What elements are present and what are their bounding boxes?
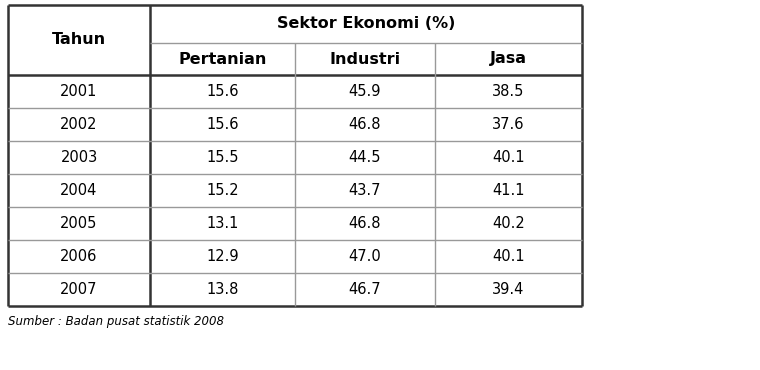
Text: 47.0: 47.0	[349, 249, 382, 264]
Text: 39.4: 39.4	[492, 282, 524, 297]
Text: 44.5: 44.5	[349, 150, 382, 165]
Text: 15.5: 15.5	[206, 150, 239, 165]
Text: 15.6: 15.6	[206, 84, 239, 99]
Text: 40.2: 40.2	[492, 216, 525, 231]
Text: 13.1: 13.1	[206, 216, 239, 231]
Text: 46.7: 46.7	[349, 282, 382, 297]
Text: Sektor Ekonomi (%): Sektor Ekonomi (%)	[277, 17, 455, 31]
Text: 37.6: 37.6	[492, 117, 524, 132]
Text: 2006: 2006	[60, 249, 98, 264]
Text: 43.7: 43.7	[349, 183, 382, 198]
Text: 38.5: 38.5	[492, 84, 524, 99]
Text: 40.1: 40.1	[492, 150, 525, 165]
Text: Pertanian: Pertanian	[179, 51, 267, 67]
Text: Tahun: Tahun	[52, 33, 106, 47]
Text: 2004: 2004	[60, 183, 98, 198]
Text: 40.1: 40.1	[492, 249, 525, 264]
Text: 15.2: 15.2	[206, 183, 239, 198]
Text: Industri: Industri	[329, 51, 401, 67]
Text: 12.9: 12.9	[206, 249, 239, 264]
Text: Sumber : Badan pusat statistik 2008: Sumber : Badan pusat statistik 2008	[8, 316, 224, 329]
Text: 2005: 2005	[60, 216, 98, 231]
Text: 2002: 2002	[60, 117, 98, 132]
Text: Jasa: Jasa	[490, 51, 527, 67]
Text: 45.9: 45.9	[349, 84, 382, 99]
Text: 46.8: 46.8	[349, 216, 382, 231]
Text: 15.6: 15.6	[206, 117, 239, 132]
Text: 46.8: 46.8	[349, 117, 382, 132]
Text: 2001: 2001	[60, 84, 98, 99]
Text: 2003: 2003	[60, 150, 97, 165]
Text: 41.1: 41.1	[492, 183, 524, 198]
Text: 13.8: 13.8	[206, 282, 239, 297]
Text: 2007: 2007	[60, 282, 98, 297]
